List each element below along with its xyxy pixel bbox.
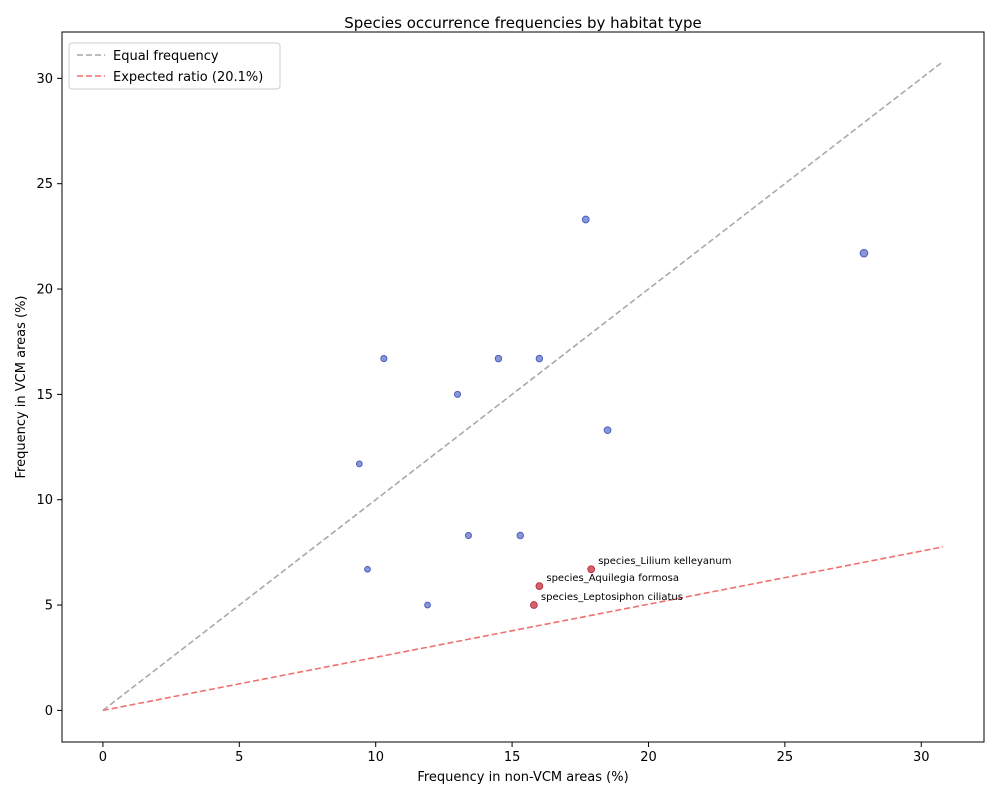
- highlighted-point-1: [535, 582, 544, 590]
- x-tick-label-4: 20: [640, 750, 657, 765]
- data-point-6: [603, 426, 612, 435]
- y-tick-label-4: 20: [36, 283, 53, 298]
- legend-label-equal: Equal frequency: [113, 49, 219, 64]
- y-tick-label-0: 0: [45, 704, 53, 719]
- legend-label-expected: Expected ratio (20.1%): [113, 70, 263, 85]
- data-point-7: [355, 460, 363, 468]
- point-annotation-1: species_Aquilegia formosa: [546, 573, 679, 584]
- data-point-8: [464, 531, 472, 540]
- data-point-4: [535, 354, 544, 363]
- y-tick-label-2: 10: [36, 493, 53, 508]
- data-point-5: [453, 390, 462, 398]
- data-point-10: [364, 565, 371, 573]
- highlighted-point-0: [587, 565, 596, 574]
- reference-line-1: [102, 546, 944, 712]
- x-axis-label: Frequency in non-VCM areas (%): [417, 770, 628, 785]
- plot-area: species_Lilium kelleyanum species_Aquileg…: [61, 31, 985, 743]
- point-annotation-0: species_Lilium kelleyanum: [598, 556, 731, 567]
- highlighted-point-2: [530, 601, 538, 609]
- x-tick-label-2: 10: [367, 750, 384, 765]
- legend-box: [68, 42, 281, 90]
- point-annotation-2: species_Leptosiphon ciliatus: [541, 592, 683, 603]
- y-tick-label-1: 5: [45, 599, 53, 614]
- y-axis-label: Frequency in VCM areas (%): [14, 296, 29, 479]
- x-tick-label-1: 5: [235, 750, 243, 765]
- reference-line-0: [102, 60, 944, 712]
- x-axis-ticks: 0 5 10 15 20 25 30: [99, 742, 930, 765]
- x-tick-label-3: 15: [504, 750, 521, 765]
- plot-frame: [61, 31, 985, 743]
- data-point-3: [494, 354, 503, 363]
- data-point-0: [581, 215, 590, 224]
- point-annotations: species_Lilium kelleyanum species_Aquileg…: [541, 556, 732, 603]
- y-tick-label-3: 15: [36, 388, 53, 403]
- data-point-1: [859, 248, 869, 258]
- data-points: [355, 215, 869, 609]
- y-tick-label-5: 25: [36, 177, 53, 192]
- chart-title: Species occurrence frequencies by habita…: [344, 14, 702, 32]
- data-point-9: [516, 531, 524, 540]
- x-tick-label-5: 25: [777, 750, 794, 765]
- y-tick-label-6: 30: [36, 72, 53, 87]
- x-tick-label-6: 30: [913, 750, 930, 765]
- reference-lines: [102, 60, 944, 712]
- legend: Equal frequency Expected ratio (20.1%): [68, 42, 281, 90]
- y-axis-ticks: 0 5 10 15 20 25 30: [36, 72, 62, 719]
- data-point-2: [380, 355, 388, 363]
- x-tick-label-0: 0: [99, 750, 107, 765]
- data-point-11: [424, 601, 431, 609]
